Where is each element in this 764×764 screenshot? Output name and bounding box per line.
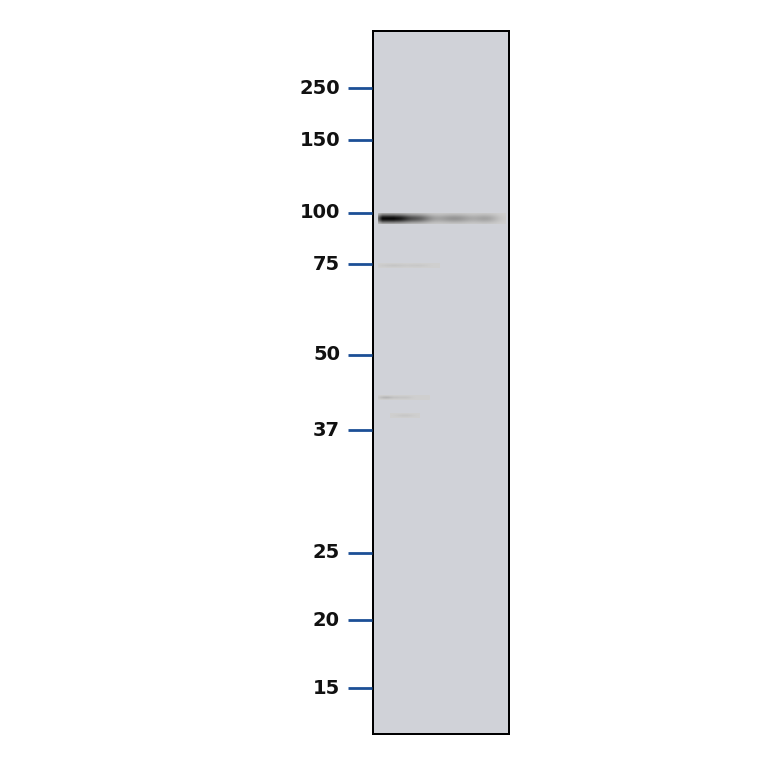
Text: 250: 250	[299, 79, 340, 98]
Text: 100: 100	[299, 203, 340, 222]
Text: 37: 37	[313, 420, 340, 439]
Text: 20: 20	[313, 610, 340, 630]
Text: 75: 75	[313, 254, 340, 274]
Text: 50: 50	[313, 345, 340, 364]
Text: 15: 15	[312, 678, 340, 698]
Text: 25: 25	[312, 543, 340, 562]
Text: 150: 150	[299, 131, 340, 150]
